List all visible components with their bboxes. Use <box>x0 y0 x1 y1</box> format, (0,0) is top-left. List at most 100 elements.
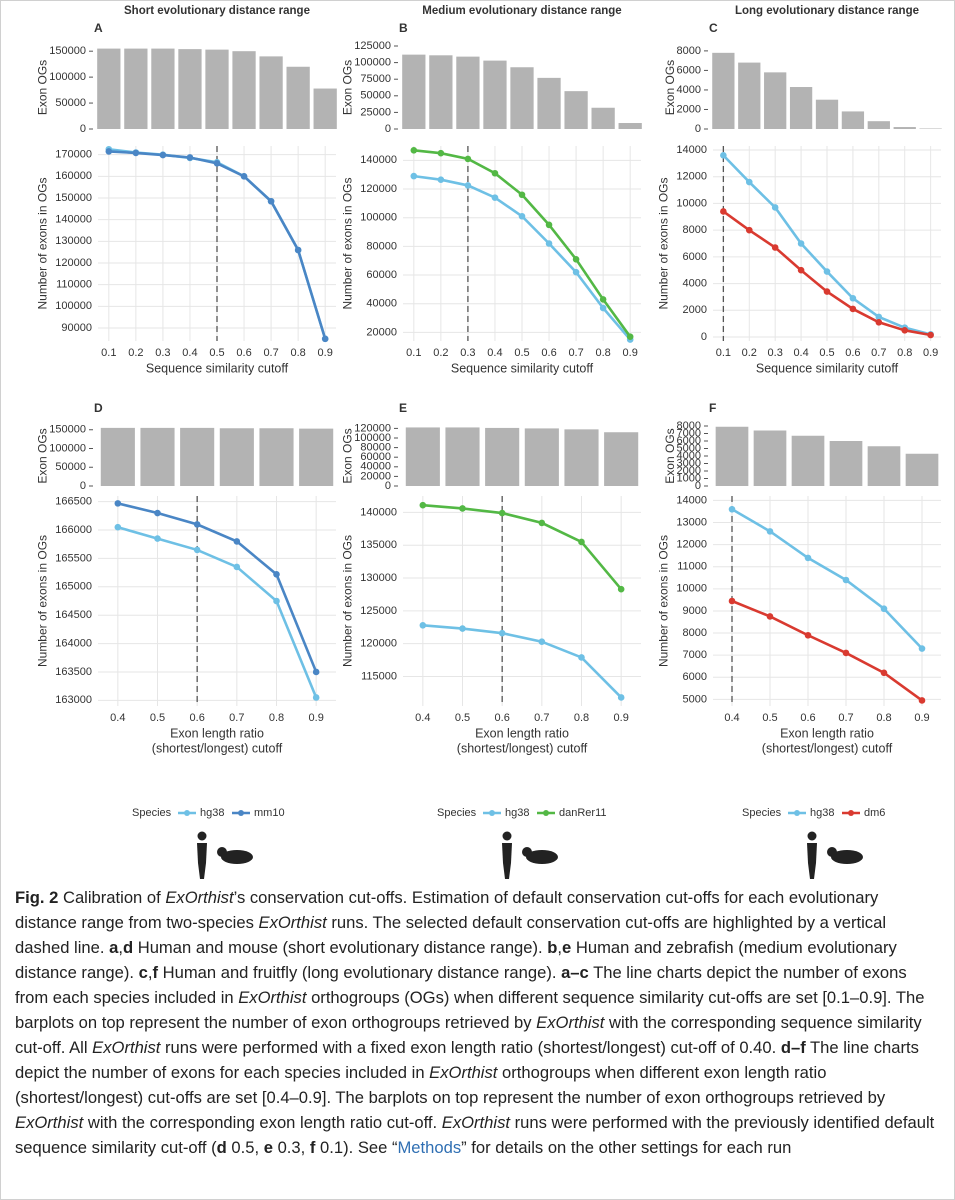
legend-title: Species <box>437 807 477 819</box>
point <box>745 178 753 186</box>
point <box>849 305 857 313</box>
legend-title: Species <box>742 807 782 819</box>
y-axis-label: Number of exons in OGs <box>36 535 50 667</box>
y-tick-label: 6000 <box>677 435 701 447</box>
series-line <box>731 599 923 702</box>
y-tick-label: 50000 <box>55 97 86 109</box>
y-tick-label: 166500 <box>55 496 92 508</box>
y-tick-label: 1000 <box>677 472 701 484</box>
x-tick-label: 0.7 <box>871 347 886 359</box>
point <box>273 571 280 578</box>
point <box>849 294 857 302</box>
y-tick-label: 25000 <box>360 106 391 118</box>
point <box>545 240 553 247</box>
x-axis-label: Exon length ratio <box>475 726 569 740</box>
y-tick-label: 9000 <box>683 605 707 617</box>
caption: Fig. 2 Calibration of ExOrthist’s conser… <box>15 885 940 1160</box>
bar <box>299 428 334 486</box>
y-axis-label: Exon OGs <box>663 428 677 483</box>
caption-text: d <box>216 1138 227 1157</box>
y-tick-label: 50000 <box>55 461 86 473</box>
x-axis-label: Sequence similarity cutoff <box>146 361 289 375</box>
panel-letter: D <box>94 401 103 415</box>
y-tick-label: 12000 <box>676 171 707 183</box>
point <box>578 654 585 661</box>
caption-text: ExOrthist <box>441 1113 510 1132</box>
point <box>617 694 625 701</box>
y-tick-label: 120000 <box>354 422 391 434</box>
x-tick-label: 0.7 <box>263 347 278 359</box>
bar <box>205 49 229 129</box>
caption-text: ’s conservation cut-offs. Estimation of … <box>15 888 879 932</box>
y-tick-label: 75000 <box>360 73 391 85</box>
caption-text: runs were performed with the previously … <box>15 1113 935 1157</box>
point <box>599 304 607 312</box>
series-line <box>117 525 318 698</box>
y-tick-label: 115000 <box>361 670 397 682</box>
x-axis-label: Exon length ratio <box>780 726 874 740</box>
caption-text: Calibration of <box>58 888 166 907</box>
x-tick-label: 0.9 <box>318 347 333 359</box>
caption-text: c <box>138 963 148 982</box>
point <box>572 255 580 263</box>
x-axis-label: Exon length ratio <box>170 726 264 740</box>
bar <box>524 428 559 486</box>
point <box>114 500 122 507</box>
y-tick-label: 6000 <box>683 251 707 263</box>
legend-label: hg38 <box>200 807 224 819</box>
x-tick-label: 0.4 <box>415 712 430 724</box>
x-tick-label: 0.7 <box>229 712 244 724</box>
x-tick-label: 0.1 <box>716 347 731 359</box>
point <box>927 331 934 339</box>
y-tick-label: 150000 <box>55 192 92 204</box>
caption-text: The line charts depict the number of exo… <box>15 963 907 1007</box>
x-tick-label: 0.5 <box>150 712 165 724</box>
caption-text: 0.1). See “ <box>315 1138 398 1157</box>
caption-text: runs. The selected default conservation … <box>15 913 887 957</box>
caption-text: Human and zebrafish (medium evolutionary… <box>15 938 897 982</box>
caption-text: orthogroups when different exon length r… <box>15 1063 886 1107</box>
x-tick-label: 0.5 <box>819 347 834 359</box>
y-tick-label: 165000 <box>55 581 92 593</box>
point <box>294 246 302 254</box>
y-tick-label: 3000 <box>677 457 701 469</box>
bar <box>738 62 761 129</box>
y-tick-label: 10000 <box>676 583 707 595</box>
human-icon <box>502 831 512 841</box>
methods-link[interactable]: Methods <box>397 1138 462 1157</box>
bar <box>789 87 813 129</box>
caption-text: e <box>263 1138 273 1157</box>
y-axis-label: Exon OGs <box>36 60 50 115</box>
y-tick-label: 10000 <box>676 197 707 209</box>
series-line <box>422 503 623 591</box>
y-tick-label: 140000 <box>55 214 92 226</box>
y-tick-label: 0 <box>695 123 701 135</box>
bar <box>764 72 787 129</box>
x-tick-label: 0.6 <box>495 712 510 724</box>
point <box>437 149 445 157</box>
column-title: Short evolutionary distance range <box>124 5 310 17</box>
legend-swatch <box>238 810 244 816</box>
caption-text: ExOrthist <box>258 913 327 932</box>
y-tick-label: 120000 <box>360 183 397 195</box>
x-tick-label: 0.6 <box>190 712 205 724</box>
y-tick-label: 8000 <box>683 224 707 236</box>
point <box>538 519 546 527</box>
y-tick-label: 100000 <box>360 212 397 224</box>
bar <box>97 48 121 129</box>
panel-letter: B <box>399 21 408 35</box>
point <box>518 191 526 199</box>
y-tick-label: 6000 <box>677 64 701 76</box>
x-tick-label: 0.4 <box>110 712 125 724</box>
y-tick-label: 7000 <box>683 649 707 661</box>
point <box>240 173 248 180</box>
x-tick-label: 0.7 <box>568 347 583 359</box>
point <box>617 585 625 593</box>
bar <box>429 55 453 129</box>
caption-text: b <box>547 938 558 957</box>
animal-icon <box>827 847 837 857</box>
point <box>918 645 926 652</box>
point <box>842 576 850 584</box>
y-tick-label: 100000 <box>55 300 92 312</box>
